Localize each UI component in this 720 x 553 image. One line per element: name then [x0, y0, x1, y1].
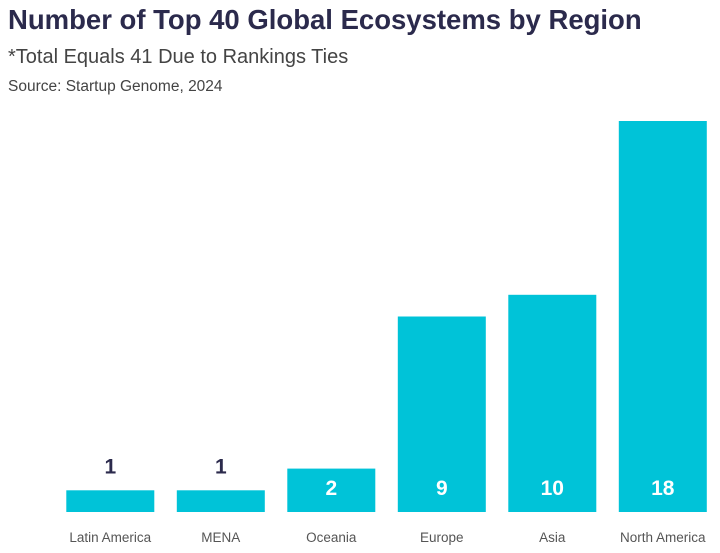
bar-latin-america [66, 490, 155, 512]
category-label-europe: Europe [420, 530, 464, 545]
data-label-oceania: 2 [325, 477, 337, 500]
category-label-mena: MENA [201, 530, 240, 545]
category-label-oceania: Oceania [306, 530, 357, 545]
data-label-asia: 10 [541, 477, 564, 500]
category-label-north-america: North America [620, 530, 706, 545]
chart-subtitle: *Total Equals 41 Due to Rankings Ties [8, 46, 349, 68]
categories-layer: Latin America MENA Oceania Europe Asia North … [69, 530, 706, 545]
category-label-asia: Asia [539, 530, 566, 545]
data-label-europe: 9 [436, 477, 448, 500]
bar-oceania [287, 468, 376, 512]
category-label-latin-america: Latin America [69, 530, 151, 545]
data-label-latin-america: 1 [104, 455, 116, 478]
chart-title: Number of Top 40 Global Ecosystems by Re… [8, 4, 642, 35]
bar-north-america [618, 121, 707, 512]
data-label-mena: 1 [215, 455, 227, 478]
bar-asia [508, 294, 597, 512]
labels-layer: 1 1 2 9 10 18 [104, 455, 674, 500]
data-label-north-america: 18 [651, 477, 675, 500]
bar-europe [397, 316, 486, 512]
bar-mena [176, 490, 265, 512]
bars-layer [66, 121, 707, 512]
chart-source: Source: Startup Genome, 2024 [8, 78, 223, 95]
